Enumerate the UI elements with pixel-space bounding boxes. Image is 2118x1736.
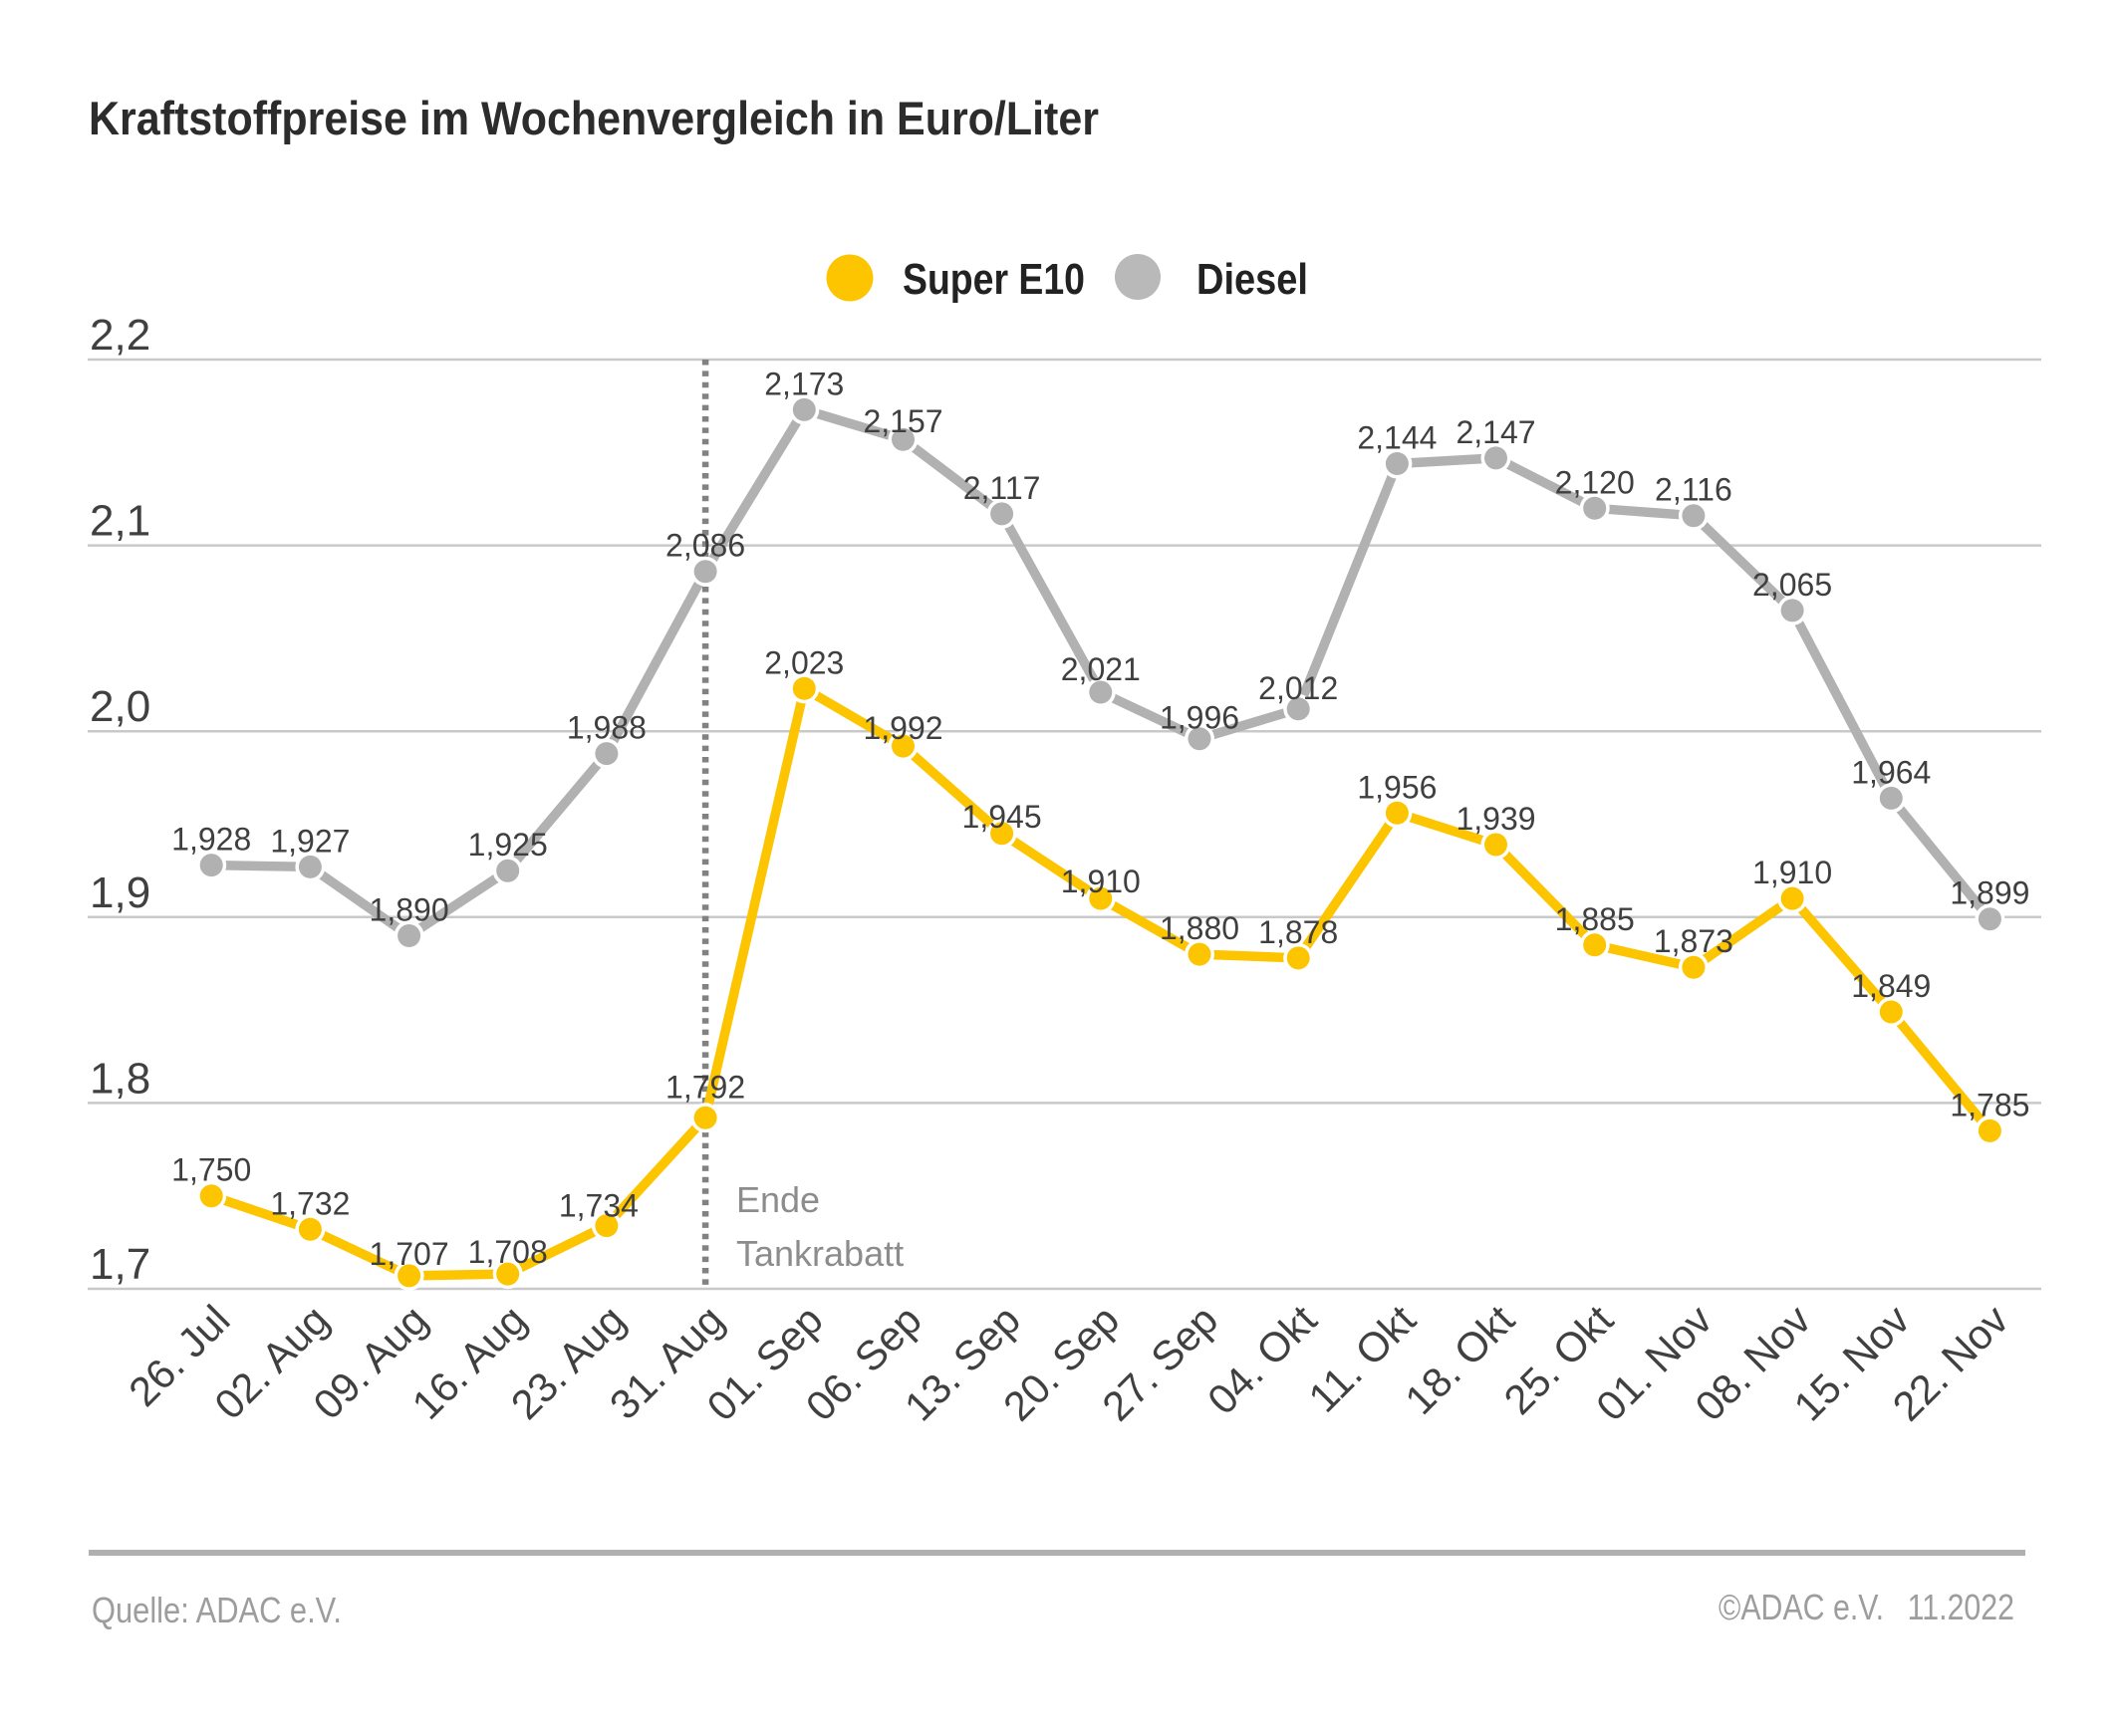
- svg-text:©ADAC e.V. 11.2022: ©ADAC e.V. 11.2022: [1719, 1587, 2014, 1627]
- svg-text:1,708: 1,708: [468, 1234, 548, 1270]
- svg-text:Super E10: Super E10: [903, 255, 1085, 304]
- svg-text:1,992: 1,992: [863, 710, 942, 746]
- svg-text:1,885: 1,885: [1555, 901, 1635, 937]
- svg-text:2,021: 2,021: [1061, 651, 1141, 687]
- svg-text:1,939: 1,939: [1456, 801, 1535, 837]
- svg-text:2,0: 2,0: [90, 682, 150, 731]
- svg-text:2,157: 2,157: [863, 403, 942, 439]
- svg-text:1,707: 1,707: [370, 1236, 449, 1272]
- svg-text:1,910: 1,910: [1752, 855, 1832, 890]
- svg-text:1,996: 1,996: [1160, 700, 1239, 736]
- svg-text:Diesel: Diesel: [1196, 255, 1308, 304]
- svg-text:1,750: 1,750: [171, 1152, 251, 1188]
- svg-text:1,785: 1,785: [1950, 1087, 2029, 1122]
- svg-text:1,945: 1,945: [962, 799, 1042, 835]
- svg-text:Kraftstoffpreise im Wochenverg: Kraftstoffpreise im Wochenvergleich in E…: [89, 92, 1099, 144]
- svg-text:2,086: 2,086: [665, 528, 745, 564]
- svg-text:1,988: 1,988: [567, 710, 647, 746]
- svg-text:1,732: 1,732: [270, 1185, 350, 1221]
- svg-text:2,1: 2,1: [90, 497, 150, 546]
- svg-text:1,910: 1,910: [1061, 864, 1141, 899]
- svg-text:1,880: 1,880: [1160, 910, 1239, 946]
- svg-text:1,878: 1,878: [1258, 914, 1338, 950]
- svg-text:1,8: 1,8: [90, 1054, 150, 1103]
- svg-text:2,023: 2,023: [764, 644, 844, 680]
- svg-text:2,116: 2,116: [1655, 472, 1732, 508]
- svg-text:2,065: 2,065: [1752, 567, 1832, 603]
- svg-text:1,792: 1,792: [665, 1069, 745, 1105]
- svg-text:Quelle: ADAC e.V.: Quelle: ADAC e.V.: [92, 1590, 342, 1630]
- svg-text:2,120: 2,120: [1555, 464, 1635, 500]
- svg-text:2,144: 2,144: [1357, 420, 1437, 456]
- svg-text:Tankrabatt: Tankrabatt: [736, 1233, 904, 1274]
- svg-text:1,899: 1,899: [1950, 875, 2029, 911]
- svg-text:1,734: 1,734: [559, 1188, 639, 1224]
- svg-text:1,928: 1,928: [171, 822, 251, 858]
- svg-text:1,927: 1,927: [270, 823, 350, 859]
- svg-text:2,117: 2,117: [963, 470, 1041, 506]
- svg-text:1,9: 1,9: [90, 868, 150, 917]
- svg-text:2,2: 2,2: [90, 311, 150, 360]
- svg-text:Ende: Ende: [736, 1179, 820, 1220]
- svg-text:2,012: 2,012: [1258, 670, 1338, 706]
- svg-text:1,925: 1,925: [468, 827, 548, 863]
- svg-text:1,964: 1,964: [1851, 754, 1931, 790]
- svg-text:1,7: 1,7: [90, 1240, 150, 1289]
- svg-text:2,147: 2,147: [1456, 414, 1535, 450]
- svg-text:2,173: 2,173: [764, 366, 844, 401]
- svg-text:1,849: 1,849: [1851, 968, 1931, 1004]
- svg-text:1,873: 1,873: [1654, 923, 1733, 959]
- svg-text:1,956: 1,956: [1357, 769, 1437, 805]
- svg-text:1,890: 1,890: [370, 892, 449, 928]
